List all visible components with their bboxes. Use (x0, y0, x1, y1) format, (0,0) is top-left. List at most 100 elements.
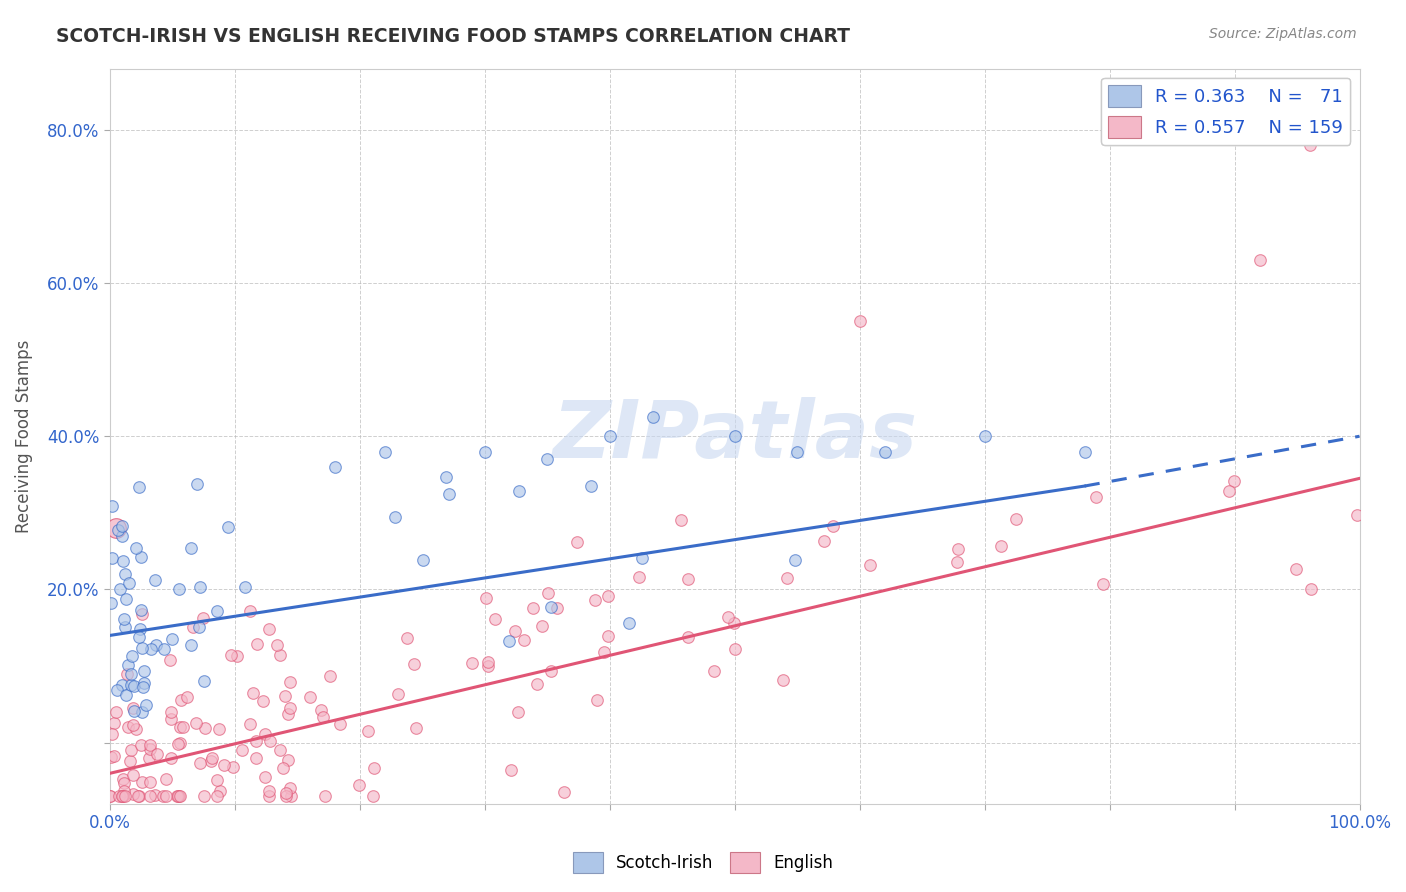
Point (103, 716, 125, 731)
Point (114, 567, 136, 582)
Text: ZIPatlas: ZIPatlas (553, 397, 917, 475)
Point (105, 682, 128, 697)
Point (212, 758, 235, 772)
Point (111, 519, 134, 533)
Point (143, 573, 166, 587)
Point (121, 701, 143, 715)
Point (775, 571, 797, 585)
Point (107, 523, 129, 537)
Point (245, 751, 267, 765)
Point (111, 789, 134, 804)
Point (108, 582, 131, 596)
Point (160, 706, 183, 720)
Point (257, 789, 280, 804)
Point (1073, 444, 1095, 458)
Point (172, 720, 194, 734)
Point (280, 789, 302, 804)
Point (114, 789, 136, 804)
Point (194, 721, 217, 735)
Point (274, 789, 297, 804)
Point (159, 653, 181, 667)
Point (205, 772, 228, 787)
Point (506, 705, 529, 719)
Point (598, 629, 620, 643)
Point (253, 727, 276, 741)
Point (412, 553, 434, 567)
Point (191, 611, 214, 625)
Point (121, 787, 143, 801)
Point (208, 722, 231, 736)
Point (120, 743, 142, 757)
Point (114, 612, 136, 626)
Point (257, 783, 280, 797)
Point (120, 754, 142, 768)
Point (200, 755, 222, 769)
Point (117, 658, 139, 673)
Point (434, 469, 457, 483)
Point (186, 476, 208, 491)
Point (180, 638, 202, 652)
Point (131, 705, 153, 719)
Point (503, 624, 526, 639)
Point (155, 772, 177, 787)
Point (848, 314, 870, 328)
Point (169, 789, 191, 804)
Point (581, 479, 603, 493)
Point (1004, 511, 1026, 525)
Point (129, 738, 152, 752)
Point (176, 690, 198, 704)
Point (101, 551, 124, 566)
Point (772, 673, 794, 688)
Point (641, 409, 664, 424)
Point (676, 572, 699, 586)
Point (617, 616, 640, 631)
Point (100, 596, 122, 610)
Point (461, 656, 484, 670)
Text: SCOTCH-IRISH VS ENGLISH RECEIVING FOOD STAMPS CORRELATION CHART: SCOTCH-IRISH VS ENGLISH RECEIVING FOOD S… (56, 27, 851, 45)
Point (278, 701, 301, 715)
Point (274, 787, 297, 801)
Point (121, 648, 143, 663)
Point (120, 666, 142, 681)
Point (474, 591, 496, 606)
Point (384, 510, 406, 524)
Point (553, 784, 575, 798)
Point (239, 716, 262, 731)
Point (823, 519, 845, 533)
Point (233, 580, 256, 594)
Point (128, 789, 150, 804)
Point (111, 772, 134, 786)
Point (190, 756, 212, 770)
Point (131, 607, 153, 621)
Point (329, 716, 352, 731)
Point (169, 736, 191, 750)
Point (599, 429, 621, 443)
Point (1091, 577, 1114, 591)
Point (129, 622, 152, 636)
Point (565, 535, 588, 549)
Point (180, 541, 202, 555)
Point (278, 781, 301, 796)
Point (132, 676, 155, 690)
Point (128, 630, 150, 644)
Point (786, 444, 808, 458)
Point (361, 789, 384, 804)
Point (155, 789, 177, 804)
Point (122, 679, 145, 693)
Point (100, 789, 122, 804)
Point (546, 600, 568, 615)
Point (269, 743, 291, 757)
Point (813, 534, 835, 549)
Point (120, 678, 142, 692)
Point (277, 706, 299, 721)
Point (271, 761, 294, 775)
Point (112, 783, 135, 797)
Point (396, 631, 419, 645)
Point (152, 789, 174, 804)
Point (703, 664, 725, 678)
Point (125, 541, 148, 556)
Point (319, 669, 342, 683)
Point (105, 705, 128, 719)
Point (671, 513, 693, 527)
Point (363, 760, 385, 774)
